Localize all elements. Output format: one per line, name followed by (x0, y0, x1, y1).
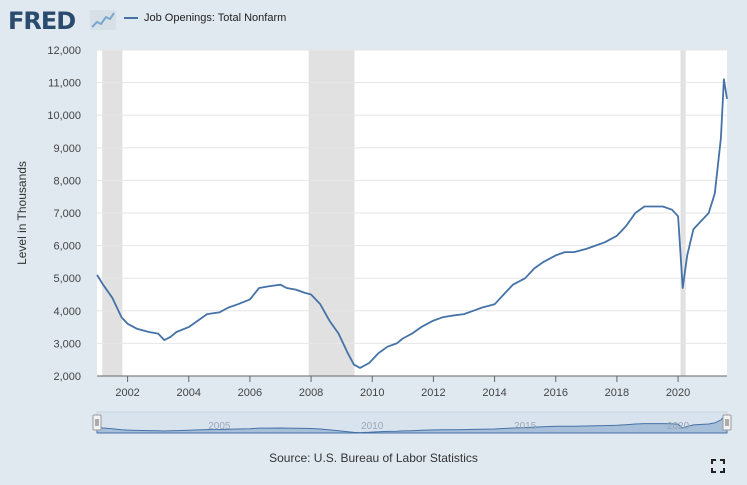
x-tick-label: 2014 (482, 387, 506, 399)
fred-logo[interactable]: FRED (8, 7, 76, 35)
y-tick-label: 8,000 (53, 175, 81, 187)
y-axis-label: Level in Thousands (15, 161, 29, 265)
fullscreen-icon[interactable] (711, 459, 725, 473)
source-citation: Source: U.S. Bureau of Labor Statistics (269, 451, 478, 465)
y-tick-label: 7,000 (53, 208, 81, 220)
legend-label: Job Openings: Total Nonfarm (144, 12, 287, 24)
x-tick-label: 2002 (115, 387, 139, 399)
x-tick-label: 2004 (177, 387, 201, 399)
x-tick-label: 2012 (421, 387, 445, 399)
series-line (96, 78, 728, 369)
x-tick-label: 2008 (299, 387, 323, 399)
navigator-label: 2020 (667, 421, 690, 432)
x-tick-label: 2016 (543, 387, 567, 399)
trend-line-icon (90, 10, 116, 30)
y-tick-label: 2,000 (53, 371, 81, 383)
navigator-handle-left[interactable] (92, 414, 102, 431)
navigator-series (96, 416, 728, 434)
y-tick-label: 12,000 (47, 45, 81, 57)
chart-legend[interactable]: Job Openings: Total Nonfarm (124, 12, 286, 24)
x-tick-label: 2020 (666, 387, 690, 399)
y-tick-label: 3,000 (53, 338, 81, 350)
y-tick-label: 5,000 (53, 273, 81, 285)
y-tick-label: 4,000 (53, 306, 81, 318)
x-tick-label: 2018 (605, 387, 629, 399)
y-tick-label: 10,000 (47, 110, 81, 122)
legend-swatch (124, 17, 138, 19)
x-tick-label: 2010 (360, 387, 384, 399)
navigator-handle-right[interactable] (722, 414, 732, 431)
fred-logo-text: FRED (8, 7, 76, 35)
y-tick-label: 6,000 (53, 241, 81, 253)
y-tick-label: 11,000 (48, 78, 81, 90)
y-tick-label: 9,000 (53, 143, 81, 155)
navigator-label: 2005 (208, 421, 231, 432)
navigator-label: 2015 (514, 421, 537, 432)
x-tick-label: 2006 (238, 387, 262, 399)
navigator-label: 2010 (361, 421, 384, 432)
